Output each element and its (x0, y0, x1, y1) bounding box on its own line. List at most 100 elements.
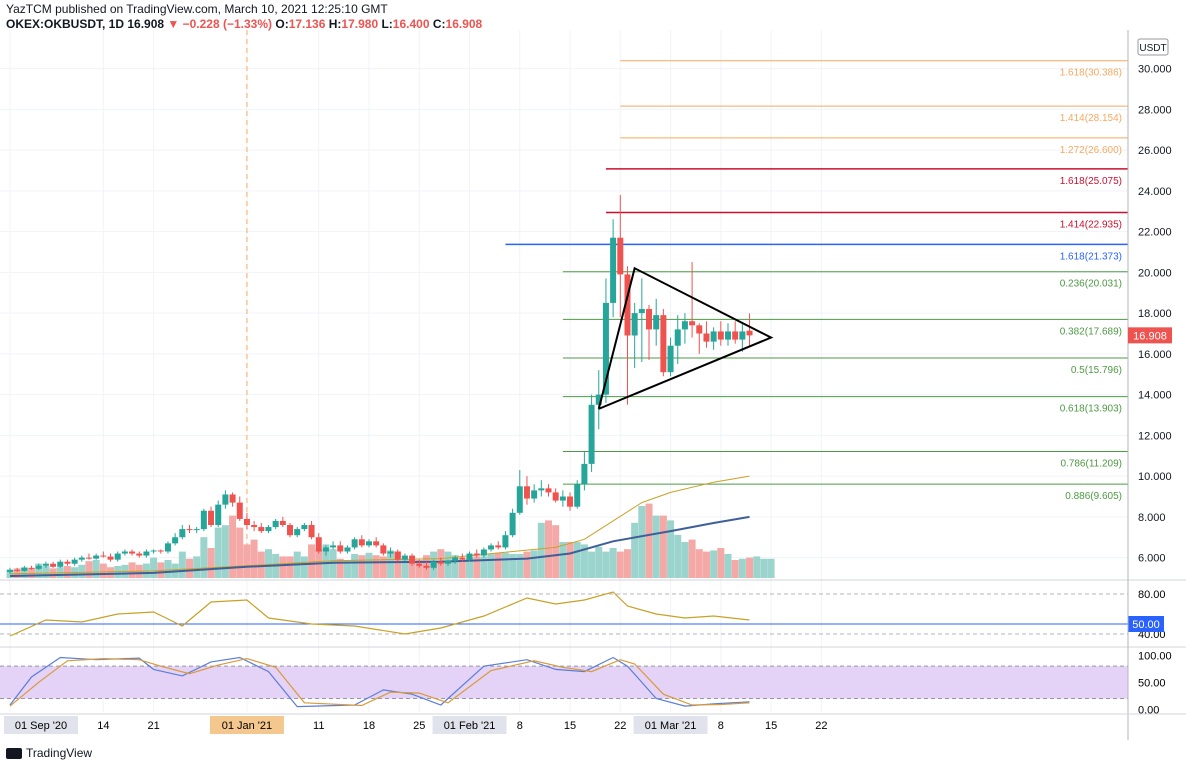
candle-body (631, 313, 638, 336)
volume-bar (358, 555, 366, 578)
price-change: ▼ −0.228 (−1.33%) (167, 17, 273, 31)
fib-level-label: 0.886(9.605) (1065, 491, 1122, 502)
volume-bar (516, 554, 524, 578)
volume-bars (6, 503, 775, 578)
candle-body (531, 490, 538, 499)
volume-bar (695, 549, 703, 578)
volume-bar (509, 554, 517, 578)
volume-bar (401, 558, 409, 578)
candle-body (459, 557, 466, 560)
candle-body (143, 551, 150, 556)
candle-body (358, 539, 365, 546)
candle-body (574, 484, 581, 507)
candle-body (595, 394, 602, 405)
stoch-tick-label: 50.00 (1138, 677, 1166, 689)
price-tick-label: 18.000 (1138, 308, 1172, 320)
stoch-k-line (9, 656, 750, 708)
candle-body (337, 545, 344, 552)
volume-bar (128, 562, 136, 578)
candle-body (523, 486, 530, 499)
time-tick-label: 25 (413, 720, 425, 732)
volume-bar (588, 551, 596, 578)
last-price-badge (1128, 327, 1172, 344)
volume-bar (92, 560, 100, 578)
volume-bar (659, 515, 667, 578)
volume-bar (379, 556, 387, 578)
time-tick-label: 22 (815, 720, 827, 732)
fib-level-label: 0.382(17.689) (1060, 326, 1122, 337)
candle-body (157, 550, 164, 552)
volume-bar (351, 554, 359, 578)
candle-body (452, 557, 459, 561)
price-tick-label: 10.000 (1138, 471, 1172, 483)
volume-bar (99, 563, 107, 578)
candle-body (696, 325, 703, 334)
stoch-tick-label: 0.00 (1138, 704, 1159, 716)
candle-body (64, 561, 71, 564)
rsi-value-badge (1128, 616, 1164, 632)
candle-body (351, 539, 358, 548)
candle-body (100, 555, 107, 557)
candle-body (344, 547, 351, 552)
volume-bar (286, 556, 294, 578)
volume-bar (545, 520, 552, 578)
triangle-outline (597, 266, 774, 410)
volume-bar (372, 555, 380, 578)
brand-label: TradingView (26, 746, 93, 760)
volume-bar (35, 563, 43, 578)
volume-bar (537, 522, 545, 578)
candle-body (222, 494, 229, 505)
candle-body (444, 560, 451, 564)
time-tick-label: 21 (147, 720, 159, 732)
candle-body (437, 561, 444, 564)
grid-lines (0, 30, 1128, 712)
candle-body (287, 525, 294, 536)
volume-bar (78, 564, 86, 578)
candle-body (251, 525, 258, 528)
candle-body (258, 527, 265, 532)
candle-body (480, 549, 487, 556)
volume-bar (681, 542, 689, 578)
candle-body (416, 563, 423, 566)
candle-body (114, 553, 121, 560)
price-tick-label: 28.000 (1138, 104, 1172, 116)
volume-bar (559, 542, 567, 578)
candle-body (610, 237, 617, 303)
close-label: C: (432, 17, 446, 31)
volume-bar (710, 550, 718, 578)
candle-body (14, 569, 21, 571)
high-label: H: (328, 17, 342, 31)
volume-bar (394, 551, 402, 578)
volume-bar (458, 560, 466, 578)
chart-header: YazTCM published on TradingView.com, Mar… (6, 2, 482, 32)
candle-body (387, 551, 394, 554)
time-label-box (209, 716, 284, 734)
volume-bar (523, 551, 531, 578)
volume-bar (236, 527, 244, 578)
fib-level-label: 0.5(15.796) (1071, 365, 1122, 376)
open-label: O: (275, 17, 289, 31)
volume-bar (738, 558, 746, 578)
candle-body (653, 315, 660, 330)
volume-bar (229, 515, 237, 578)
open-value: 17.136 (288, 17, 326, 31)
volume-bar (150, 557, 158, 578)
candle-body (42, 563, 49, 566)
candle-body (495, 545, 502, 548)
candle-body (516, 486, 523, 513)
candle-body (689, 321, 696, 326)
time-tick-label: 15 (564, 720, 576, 732)
volume-bar (480, 556, 488, 578)
candle-body (502, 535, 509, 548)
time-tick-label: 22 (614, 720, 626, 732)
candle-body (272, 520, 279, 528)
volume-bar (616, 551, 624, 578)
volume-bar (760, 558, 768, 578)
candle-body (638, 309, 645, 314)
volume-bar (387, 550, 395, 578)
candle-body (71, 559, 78, 564)
candle-body (243, 518, 250, 526)
candle-body (373, 541, 380, 546)
